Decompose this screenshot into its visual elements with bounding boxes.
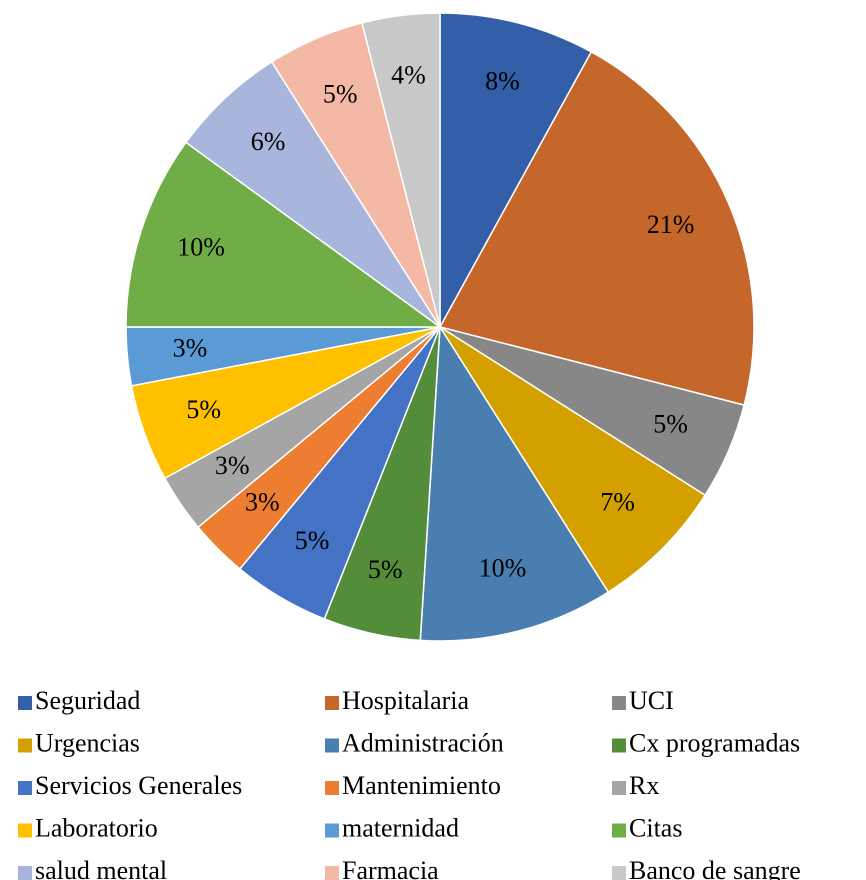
legend-label: maternidad: [342, 813, 459, 842]
legend-label: salud mental: [35, 856, 167, 880]
legend-swatch: [325, 696, 339, 710]
data-label: 5%: [368, 555, 403, 584]
data-label: 5%: [323, 79, 358, 108]
legend-label: Seguridad: [35, 686, 140, 715]
legend-label: UCI: [629, 686, 674, 715]
legend-swatch: [612, 781, 626, 795]
legend-swatch: [325, 781, 339, 795]
legend-label: Rx: [629, 771, 659, 800]
legend-swatch: [325, 738, 339, 753]
legend-label: Cx programadas: [629, 728, 800, 757]
data-label: 21%: [647, 210, 695, 239]
legend-label: Servicios Generales: [35, 771, 242, 800]
pie-slice: [125, 141, 443, 328]
legend-swatch: [612, 866, 626, 880]
legend-label: Farmacia: [342, 856, 439, 880]
data-label: 10%: [177, 232, 225, 261]
legend-label: Mantenimiento: [342, 771, 501, 800]
legend-swatch: [18, 781, 32, 795]
pie-slice: [419, 324, 610, 642]
data-label: 4%: [391, 61, 426, 90]
legend-swatch: [18, 823, 32, 838]
data-label: 5%: [186, 395, 221, 424]
data-label: 6%: [251, 127, 286, 156]
legend-label: Administración: [342, 728, 504, 757]
pie-slice: [360, 12, 441, 328]
pie-slice: [438, 50, 755, 407]
legend-label: Hospitalaria: [342, 686, 470, 715]
legend-label: Urgencias: [35, 728, 140, 757]
legend-swatch: [612, 823, 626, 838]
data-label: 10%: [479, 553, 527, 582]
legend-label: Laboratorio: [35, 813, 158, 842]
data-label: 5%: [295, 526, 330, 555]
data-label: 7%: [600, 488, 635, 517]
pie-slice: [439, 12, 593, 328]
pie-slice: [184, 60, 441, 328]
legend-swatch: [18, 866, 32, 880]
legend-swatch: [325, 866, 339, 880]
pie-slice: [439, 326, 707, 594]
data-label: 8%: [485, 67, 520, 96]
legend-swatch: [325, 823, 339, 838]
data-label: 3%: [245, 488, 280, 517]
legend-swatch: [612, 738, 626, 753]
legend-swatch: [612, 696, 626, 710]
data-label: 3%: [215, 451, 250, 480]
legend-swatch: [18, 738, 32, 753]
data-label: 3%: [173, 334, 208, 363]
legend-label: Banco de sangre: [629, 856, 801, 880]
data-label: 5%: [653, 410, 688, 439]
legend-label: Citas: [629, 813, 682, 842]
legend-swatch: [18, 696, 32, 710]
